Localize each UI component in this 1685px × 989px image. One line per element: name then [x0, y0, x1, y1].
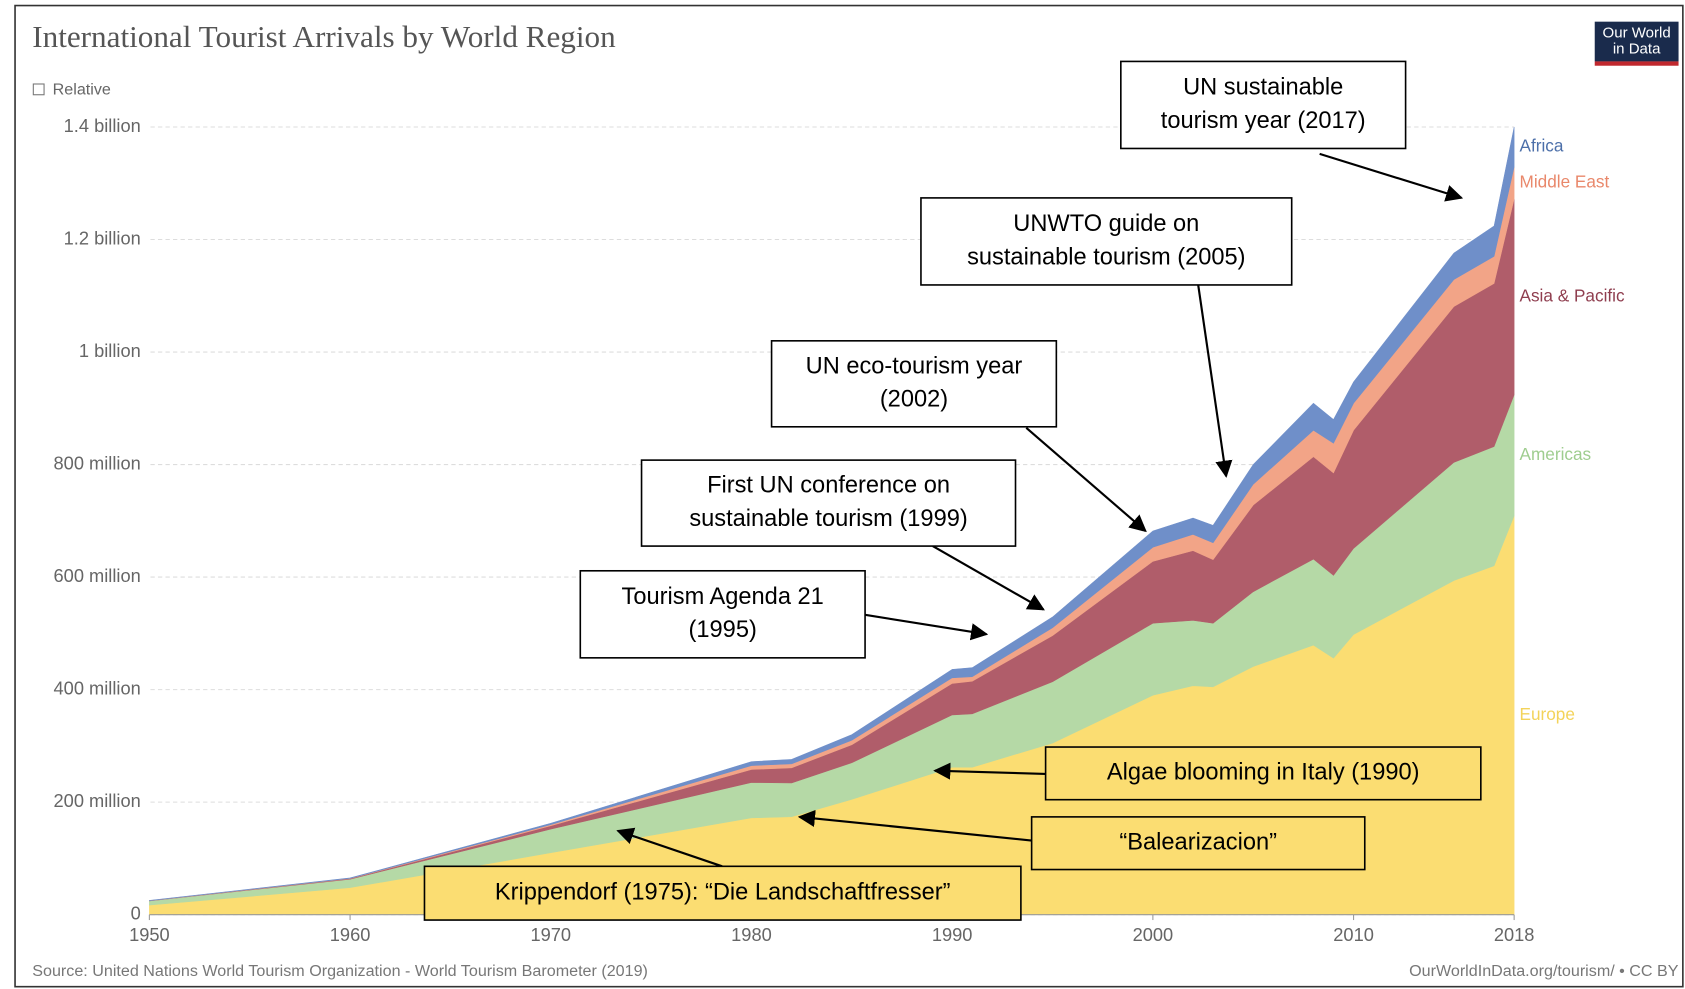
annotation-text: UN eco-tourism year	[806, 353, 1023, 379]
x-tick-label: 1950	[129, 924, 170, 945]
annotation-text: sustainable tourism (1999)	[689, 506, 967, 532]
y-tick-label: 400 million	[54, 677, 141, 698]
y-tick-label: 1 billion	[79, 340, 141, 361]
annotation-box	[1044, 746, 1482, 801]
annotation-box	[579, 569, 866, 659]
annotation-text: Algae blooming in Italy (1990)	[1107, 760, 1420, 786]
y-tick-label: 200 million	[54, 790, 141, 811]
y-tick-label: 0	[131, 903, 141, 924]
annotation-box	[640, 459, 1017, 547]
legend-label: Asia & Pacific	[1520, 285, 1625, 305]
area	[149, 126, 1515, 901]
annotation-text: tourism year (2017)	[1161, 108, 1366, 134]
relative-label[interactable]: Relative	[53, 81, 111, 99]
annotation-arrow	[932, 545, 1045, 611]
legend-label: Americas	[1520, 444, 1592, 464]
annotation-arrow	[933, 762, 1046, 780]
y-tick-label: 800 million	[54, 452, 141, 473]
legend-label: Middle East	[1520, 172, 1610, 192]
relative-checkbox[interactable]	[32, 83, 45, 96]
frame	[14, 4, 1684, 988]
logo-bar	[1594, 61, 1679, 66]
x-tick-label: 2000	[1133, 924, 1174, 945]
x-tick-label: 1980	[731, 924, 772, 945]
annotation-text: (1995)	[689, 617, 757, 643]
chart-title: International Tourist Arrivals by World …	[32, 19, 616, 54]
annotation-text: Krippendorf (1975): “Die Landschaftfress…	[495, 879, 951, 905]
annotation-text: Tourism Agenda 21	[622, 584, 824, 610]
logo-text: Our World	[1603, 24, 1671, 41]
y-tick-label: 1.2 billion	[64, 227, 141, 248]
annotation-box	[1030, 816, 1366, 871]
annotation-arrow	[797, 809, 1032, 842]
x-tick-label: 2010	[1333, 924, 1374, 945]
logo-text: in Data	[1613, 41, 1661, 58]
annotation-arrow	[864, 613, 989, 641]
annotation-text: UN sustainable	[1183, 75, 1343, 101]
y-tick-label: 1.4 billion	[64, 115, 141, 136]
logo-box	[1594, 21, 1679, 62]
x-tick-label: 2018	[1494, 924, 1535, 945]
annotation-box	[423, 865, 1022, 921]
legend-label: Europe	[1520, 704, 1575, 724]
annotation-box	[1120, 60, 1407, 150]
annotation-arrow	[1197, 284, 1233, 478]
annotation-text: “Balearizacion”	[1119, 829, 1277, 855]
source: Source: United Nations World Tourism Org…	[32, 962, 648, 980]
annotation-text: sustainable tourism (2005)	[967, 244, 1245, 270]
annotation-box	[770, 340, 1058, 428]
url: OurWorldInData.org/tourism/ • CC BY	[1409, 962, 1679, 980]
logo: Our World in Data	[1594, 21, 1679, 66]
x-tick-label: 1970	[530, 924, 571, 945]
annotation-arrow	[1025, 427, 1147, 533]
annotation-text: UNWTO guide on	[1013, 211, 1199, 237]
annotation-text: First UN conference on	[707, 473, 950, 499]
annotation-text: (2002)	[880, 387, 948, 413]
annotation-arrow	[616, 827, 723, 868]
y-tick-label: 600 million	[54, 565, 141, 586]
annotation-box	[920, 197, 1293, 286]
annotation-arrow	[1319, 152, 1464, 202]
legend-label: Africa	[1520, 136, 1564, 156]
x-tick-label: 1990	[932, 924, 973, 945]
x-tick-label: 1960	[330, 924, 371, 945]
